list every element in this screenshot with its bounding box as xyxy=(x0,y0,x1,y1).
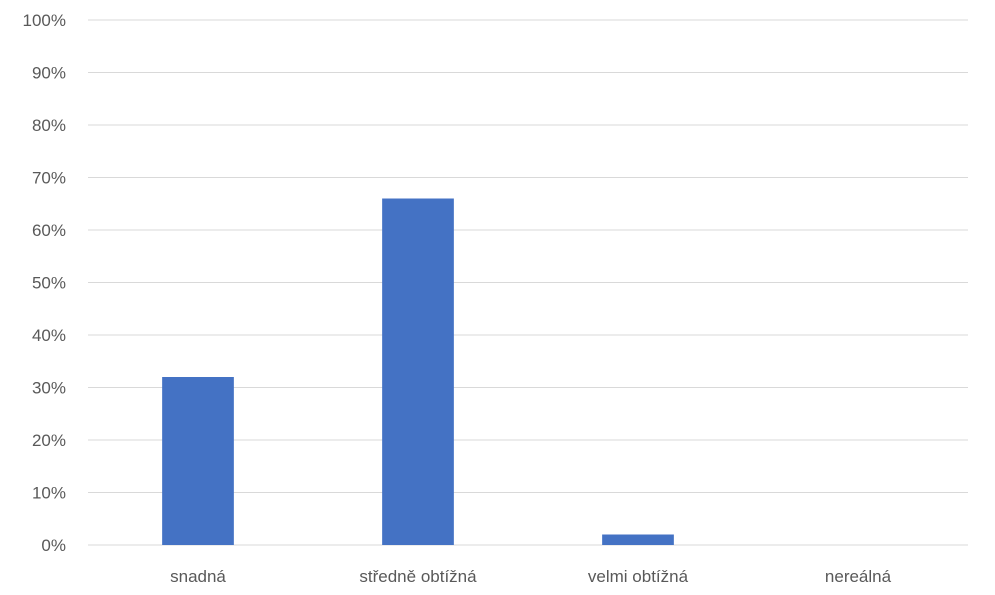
y-tick-label: 80% xyxy=(32,116,66,135)
x-category-label: velmi obtížná xyxy=(588,567,689,586)
bar-0 xyxy=(162,377,234,545)
y-tick-label: 10% xyxy=(32,484,66,503)
bar-1 xyxy=(382,198,454,545)
y-tick-label: 50% xyxy=(32,274,66,293)
bars xyxy=(162,198,674,545)
y-tick-label: 20% xyxy=(32,431,66,450)
x-category-label: středně obtížná xyxy=(359,567,477,586)
y-tick-label: 60% xyxy=(32,221,66,240)
y-tick-label: 100% xyxy=(23,11,66,30)
x-axis-category-labels: snadná středně obtížná velmi obtížná nereál… xyxy=(170,567,892,586)
y-tick-label: 30% xyxy=(32,379,66,398)
y-tick-label: 90% xyxy=(32,64,66,83)
x-category-label: nereálná xyxy=(825,567,892,586)
gridlines xyxy=(88,19,968,546)
y-tick-label: 0% xyxy=(41,536,66,555)
y-tick-label: 70% xyxy=(32,169,66,188)
x-category-label: snadná xyxy=(170,567,226,586)
bar-2 xyxy=(602,534,674,545)
y-axis-tick-labels: 0% 10% 20% 30% 40% 50% 60% 70% 80% 90% 100% xyxy=(23,11,66,555)
y-tick-label: 40% xyxy=(32,326,66,345)
